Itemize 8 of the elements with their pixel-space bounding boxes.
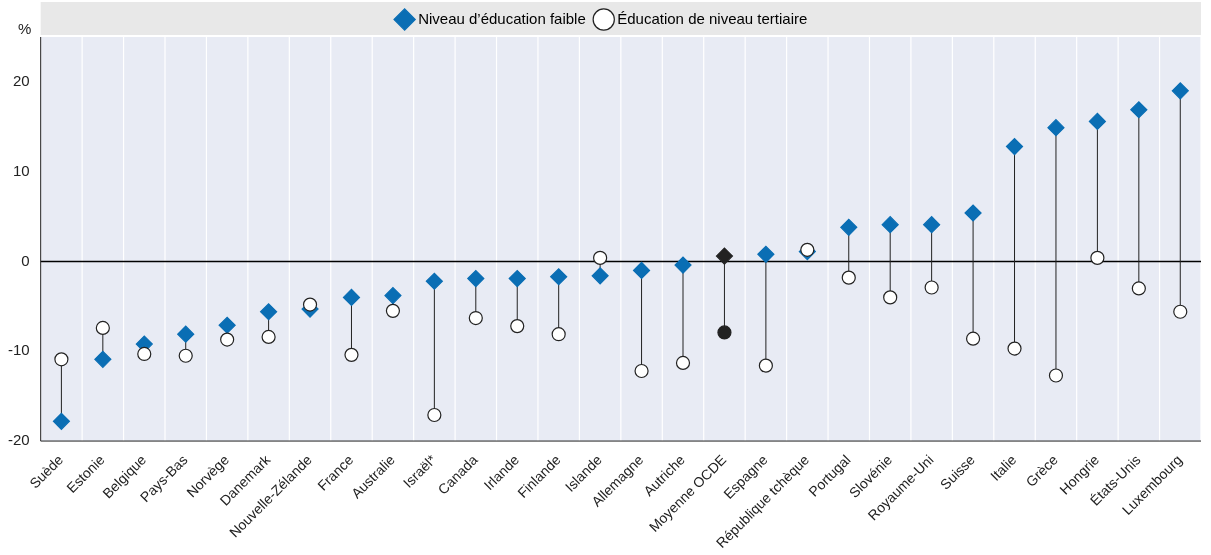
y-tick-label: -20 [7, 431, 30, 449]
y-tick-label: 20 [12, 72, 30, 90]
y-axis-title: % [18, 20, 32, 38]
legend-label: Niveau d’éducation faible [418, 9, 586, 27]
legend-label: Éducation de niveau tertiaire [617, 9, 808, 27]
y-tick-label: 10 [12, 161, 30, 179]
y-tick-label: -10 [7, 341, 30, 359]
y-tick-label: 0 [21, 251, 30, 269]
